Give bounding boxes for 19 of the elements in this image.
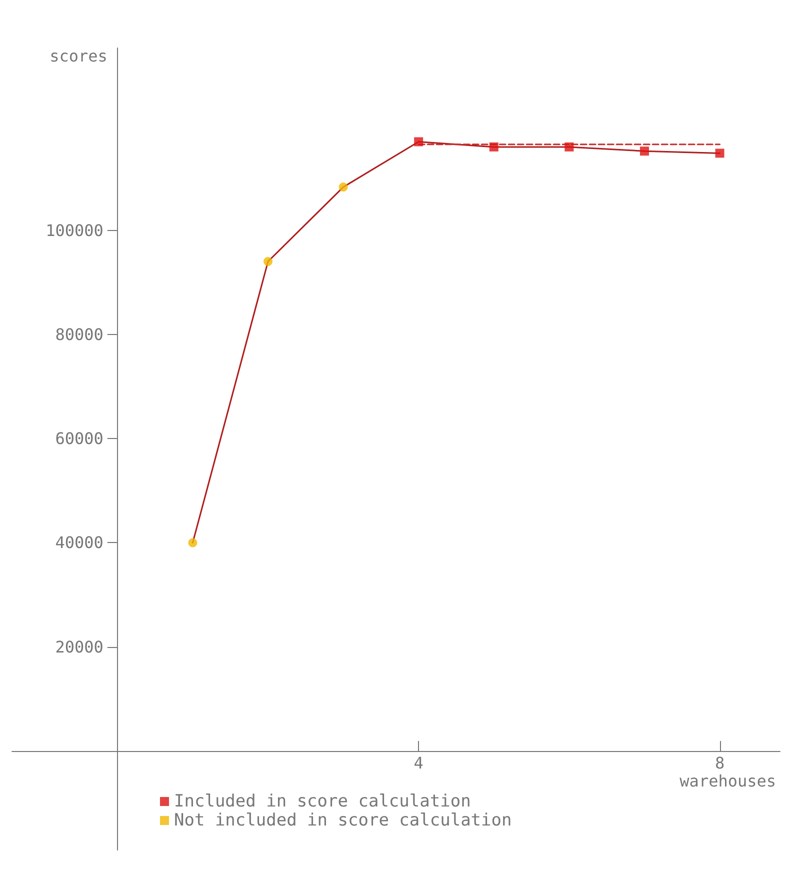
x-axis-title: warehouses bbox=[680, 772, 776, 791]
point bbox=[264, 257, 272, 266]
point bbox=[338, 182, 348, 192]
x-tick-label: 8 bbox=[714, 754, 725, 773]
point bbox=[188, 538, 198, 548]
y-axis-title: scores bbox=[50, 46, 108, 66]
x-tick-label: 4 bbox=[414, 754, 424, 773]
legend-label: Not included in score calculation bbox=[174, 810, 512, 830]
point bbox=[564, 142, 574, 152]
y-tick-label: 100000 bbox=[46, 220, 104, 240]
y-tick-label: 40000 bbox=[55, 533, 104, 552]
point bbox=[715, 148, 724, 158]
point bbox=[414, 137, 424, 146]
legend-label: Included in score calculation bbox=[174, 792, 471, 812]
point bbox=[640, 146, 649, 156]
point bbox=[489, 142, 498, 152]
y-tick-label: 80000 bbox=[55, 324, 104, 344]
y-tick-label: 20000 bbox=[55, 637, 104, 656]
y-tick-label: 60000 bbox=[55, 429, 104, 448]
